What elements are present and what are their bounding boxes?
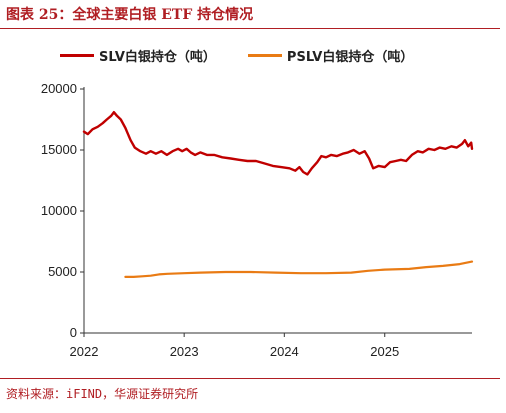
series-line-pslv xyxy=(124,260,474,278)
source-divider xyxy=(0,378,500,379)
x-tick-label: 2025 xyxy=(370,344,399,359)
y-tick-label: 15000 xyxy=(41,142,77,157)
y-tick-label: 5000 xyxy=(48,264,77,279)
chart-axes: 0 5000 10000 15000 20000 2022 2023 2024 2025 xyxy=(41,81,472,359)
source-note: 资料来源：iFIND，华源证券研究所 xyxy=(6,387,199,401)
y-tick-label: 20000 xyxy=(41,81,77,96)
chart-title: 图表 25：全球主要白银 ETF 持仓情况 xyxy=(6,7,254,23)
legend-label-pslv: PSLV白银持仓（吨） xyxy=(286,50,414,65)
chart-legend: SLV白银持仓（吨） PSLV白银持仓（吨） xyxy=(60,46,413,65)
series-line-slv xyxy=(82,111,474,176)
legend-item-slv: SLV白银持仓（吨） xyxy=(60,46,216,65)
x-tick-label: 2024 xyxy=(270,344,299,359)
y-tick-label: 10000 xyxy=(41,203,77,218)
title-divider xyxy=(0,28,500,29)
legend-item-pslv: PSLV白银持仓（吨） xyxy=(247,46,414,65)
x-tick-label: 2023 xyxy=(170,344,199,359)
chart-plot-area xyxy=(82,111,474,278)
y-tick-label: 0 xyxy=(70,325,77,340)
x-tick-label: 2022 xyxy=(70,344,99,359)
legend-swatch-pslv xyxy=(247,54,282,57)
legend-label-slv: SLV白银持仓（吨） xyxy=(99,50,216,65)
legend-swatch-slv xyxy=(60,54,94,57)
